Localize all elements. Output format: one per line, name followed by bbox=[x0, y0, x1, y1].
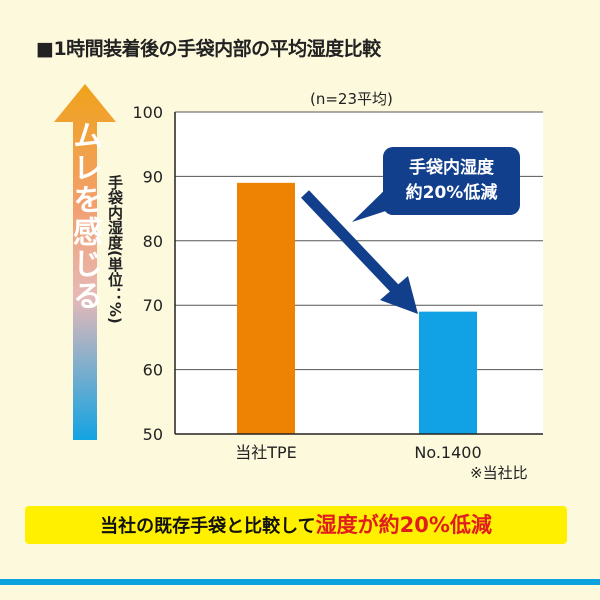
callout-line1: 手袋内湿度 bbox=[409, 158, 494, 178]
y-tick-label: 60 bbox=[143, 361, 163, 380]
banner-text: 当社の既存手袋と比較して bbox=[100, 516, 316, 537]
sample-note: (n=23平均) bbox=[310, 90, 393, 108]
divider bbox=[0, 579, 600, 585]
callout-line2: 約20%低減 bbox=[405, 183, 498, 203]
bar-1 bbox=[237, 182, 295, 434]
y-axis-label: 手袋内湿度(単位：%) bbox=[106, 175, 124, 324]
summary-banner: 当社の既存手袋と比較して湿度が約20%低減 bbox=[25, 506, 567, 544]
bar-chart: 50 60 70 80 90 100 当社TPE No.1400 bbox=[132, 103, 543, 462]
feeling-arrow-icon bbox=[54, 84, 116, 440]
y-tick-label: 70 bbox=[143, 296, 163, 315]
decrease-arrow-icon bbox=[301, 180, 418, 314]
banner-highlight: 湿度が約20%低減 bbox=[315, 513, 492, 537]
x-tick-label: 当社TPE bbox=[235, 443, 297, 462]
arrow-label: ムレを感じる bbox=[67, 120, 102, 312]
y-tick-label: 100 bbox=[132, 103, 163, 122]
x-tick-label: No.1400 bbox=[414, 443, 481, 462]
y-tick-label: 50 bbox=[143, 425, 163, 444]
reduction-callout: 手袋内湿度 約20%低減 bbox=[383, 147, 520, 215]
y-tick-label: 90 bbox=[143, 167, 163, 186]
y-tick-label: 80 bbox=[143, 232, 163, 251]
bar-2 bbox=[419, 311, 477, 434]
footnote: ※当社比 bbox=[470, 464, 528, 482]
chart-title: ■1時間装着後の手袋内部の平均湿度比較 bbox=[36, 38, 381, 60]
